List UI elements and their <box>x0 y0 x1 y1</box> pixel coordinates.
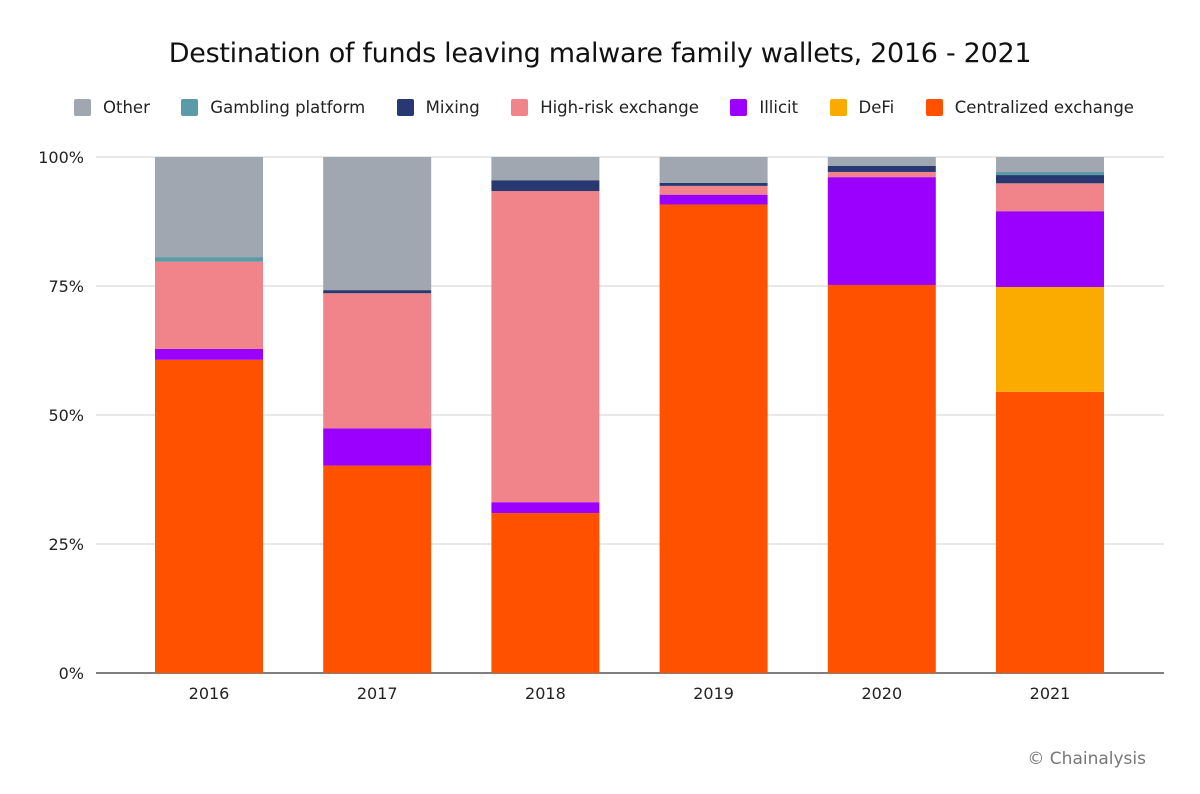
y-tick-label: 100% <box>38 148 84 167</box>
legend-item: Gambling platform <box>181 98 365 117</box>
legend-label: Illicit <box>759 98 799 117</box>
chart-title: Destination of funds leaving malware fam… <box>168 38 1032 69</box>
legend-swatch <box>925 99 943 116</box>
y-tick-label: 75% <box>48 277 84 296</box>
legend-swatch <box>730 99 748 116</box>
bar-segment-mixing-2018 <box>491 180 600 192</box>
legend-item: Centralized exchange <box>925 98 1134 117</box>
y-tick-label: 50% <box>48 406 84 425</box>
bar-segment-centralized-exchange-2020 <box>827 284 936 673</box>
bar-segment-other-2020 <box>827 157 936 166</box>
bar-segment-other-2019 <box>659 157 768 183</box>
bar-segment-centralized-exchange-2018 <box>491 513 600 673</box>
legend-item: Illicit <box>730 98 798 117</box>
legend-label: High-risk exchange <box>540 98 699 117</box>
x-tick-label: 2016 <box>189 684 230 703</box>
bar-segment-mixing-2020 <box>827 165 936 172</box>
y-tick-label: 0% <box>59 664 84 683</box>
legend-swatch <box>181 99 199 116</box>
bar-segment-high-risk-exchange-2018 <box>491 191 600 503</box>
bar-segment-mixing-2021 <box>996 175 1104 184</box>
bar-segment-other-2017 <box>323 157 432 291</box>
legend-label: Centralized exchange <box>954 98 1134 117</box>
bar-segment-mixing-2019 <box>659 182 768 186</box>
legend: Other Gambling platform Mixing High-risk ex… <box>74 98 1134 117</box>
legend-item: Other <box>74 98 150 117</box>
legend-item: DeFi <box>829 98 895 117</box>
bar-segment-other-2018 <box>491 157 600 181</box>
bar-segment-defi-2021 <box>996 287 1104 392</box>
bar-segment-high-risk-exchange-2016 <box>155 261 263 349</box>
bar-segment-illicit-2016 <box>155 348 263 360</box>
x-tick-label: 2021 <box>1030 684 1071 703</box>
bar-segment-other-2021 <box>996 157 1104 172</box>
legend-label: DeFi <box>858 98 895 117</box>
bar-segment-centralized-exchange-2019 <box>659 204 768 674</box>
bar-segment-illicit-2018 <box>491 502 600 514</box>
x-tick-label: 2017 <box>357 684 398 703</box>
bar-segment-illicit-2021 <box>996 211 1104 288</box>
bar-segment-illicit-2017 <box>323 428 432 466</box>
bar-segment-high-risk-exchange-2021 <box>996 183 1104 212</box>
bar-segment-centralized-exchange-2017 <box>323 465 432 673</box>
bar-segment-illicit-2020 <box>827 177 936 285</box>
bar-segment-gambling-platform-2021 <box>996 171 1104 176</box>
legend-swatch <box>829 99 847 116</box>
bar-segment-illicit-2019 <box>659 194 768 205</box>
bar-segment-other-2016 <box>155 157 263 258</box>
legend-swatch <box>396 99 414 116</box>
legend-swatch <box>511 99 529 116</box>
legend-label: Mixing <box>425 98 480 117</box>
x-tick-label: 2018 <box>525 684 566 703</box>
x-tick-label: 2019 <box>693 684 734 703</box>
legend-swatch <box>74 99 91 116</box>
legend-label: Other <box>103 98 150 117</box>
bar-segment-high-risk-exchange-2017 <box>323 293 432 429</box>
x-tick-label: 2020 <box>861 684 902 703</box>
legend-item: Mixing <box>396 98 480 117</box>
bar-segment-high-risk-exchange-2020 <box>827 171 936 178</box>
source-credit: © Chainalysis <box>1027 749 1146 769</box>
bar-segment-centralized-exchange-2016 <box>155 359 263 673</box>
y-tick-label: 25% <box>48 535 84 554</box>
legend-label: Gambling platform <box>210 98 366 117</box>
legend-item: High-risk exchange <box>511 98 699 117</box>
bar-segment-gambling-platform-2016 <box>155 257 263 262</box>
bar-segment-high-risk-exchange-2019 <box>659 185 768 195</box>
bar-segment-centralized-exchange-2021 <box>996 391 1104 673</box>
bar-segment-mixing-2017 <box>323 290 432 294</box>
